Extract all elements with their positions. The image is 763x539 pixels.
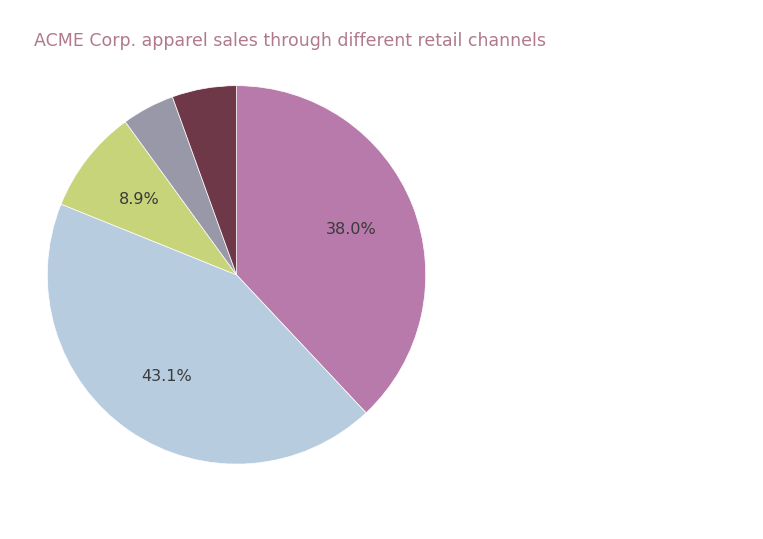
Text: 43.1%: 43.1% <box>142 369 192 384</box>
Legend: Department Stores, Discount Stores, Men's/Women's Stores, Juvenile Specialty Sto: Department Stores, Discount Stores, Men'… <box>466 202 678 364</box>
Text: ACME Corp. apparel sales through different retail channels: ACME Corp. apparel sales through differe… <box>34 32 546 50</box>
Wedge shape <box>61 122 237 275</box>
Wedge shape <box>125 97 237 275</box>
Wedge shape <box>172 86 237 275</box>
Text: 8.9%: 8.9% <box>119 192 160 206</box>
Text: 38.0%: 38.0% <box>326 222 376 237</box>
Wedge shape <box>237 86 426 413</box>
Wedge shape <box>47 204 366 464</box>
